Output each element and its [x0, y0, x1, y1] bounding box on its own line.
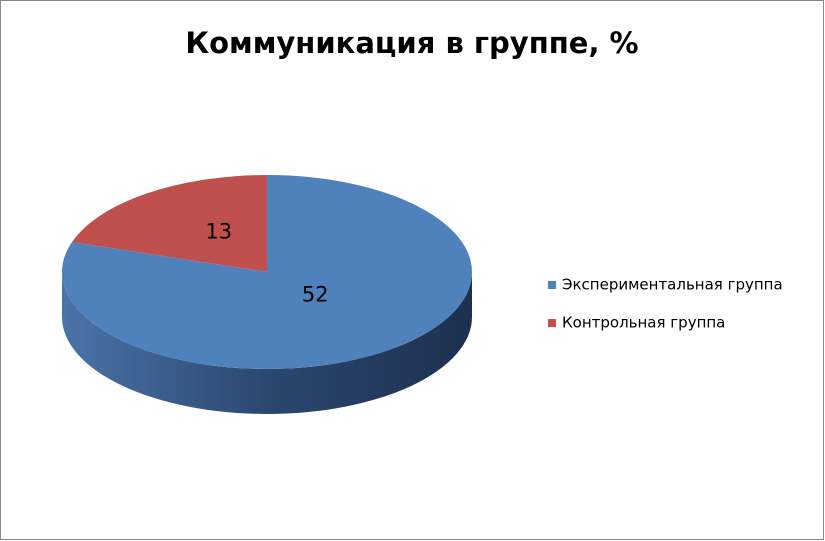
legend-label: Контрольная группа — [562, 314, 725, 332]
chart-title: Коммуникация в группе, % — [185, 26, 638, 60]
legend-label: Экспериментальная группа — [562, 276, 783, 294]
data-label: 52 — [302, 282, 329, 306]
data-label: 13 — [205, 220, 232, 244]
pie-side — [62, 272, 472, 414]
pie-slice — [72, 175, 267, 272]
legend-swatch — [548, 281, 556, 289]
legend-swatch — [548, 319, 556, 327]
